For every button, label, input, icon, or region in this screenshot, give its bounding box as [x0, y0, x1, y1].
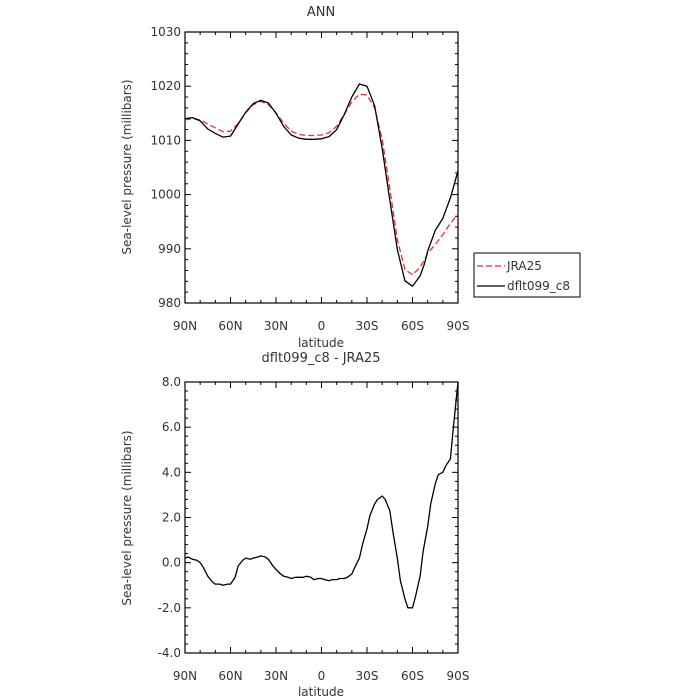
bottom-chart: dflt099_c8 - JRA25 -4.0 -2.0 0.0 2.0 4.0 6.0 8…	[120, 351, 469, 699]
bottom-chart-x-tick-label: 30N	[264, 669, 288, 683]
bottom-chart-series-line-difference-0	[184, 381, 459, 609]
bottom-chart-y-tick-label: 4.0	[162, 465, 181, 479]
bottom-chart-plot-frame	[184, 381, 459, 654]
top-chart-x-axis-label: latitude	[298, 336, 344, 350]
bottom-chart-x-axis-label: latitude	[298, 685, 344, 699]
bottom-chart-x-axis: 90N 60N 30N 0 30S 60S 90S	[173, 382, 470, 683]
bottom-chart-y-axis: -4.0 -2.0 0.0 2.0 4.0 6.0 8.0	[158, 375, 458, 660]
bottom-chart-title: dflt099_c8 - JRA25	[262, 351, 381, 366]
top-chart-series-line-jra25	[184, 93, 459, 276]
top-chart-y-tick-label: 1020	[150, 79, 181, 93]
top-chart-plot-frame	[184, 31, 459, 304]
top-chart-legend: JRA25 dflt099_c8	[473, 252, 581, 298]
top-chart-y-tick-label: 1010	[150, 133, 181, 147]
legend-label-dflt099-c8: dflt099_c8	[507, 279, 570, 293]
bottom-chart-y-tick-label: -2.0	[158, 601, 181, 615]
top-chart-y-tick-label: 980	[158, 296, 181, 310]
top-chart-y-axis-label: Sea-level pressure (millibars)	[120, 79, 134, 254]
bottom-chart-y-tick-label: 8.0	[162, 375, 181, 389]
bottom-chart-x-tick-label: 90N	[173, 669, 197, 683]
top-chart-x-tick-label: 60N	[218, 319, 242, 333]
bottom-chart-x-tick-label: 0	[318, 669, 326, 683]
legend-label-jra25: JRA25	[506, 259, 542, 273]
top-chart-y-tick-label: 1000	[150, 188, 181, 202]
top-chart-x-tick-label: 90S	[447, 319, 470, 333]
bottom-chart-y-tick-label: 0.0	[162, 556, 181, 570]
top-chart: ANN 980 990 1000 1010 1020 1030 90N 60N 30N 0 30S…	[120, 5, 581, 350]
bottom-chart-x-tick-label: 30S	[356, 669, 379, 683]
top-chart-x-axis: 90N 60N 30N 0 30S 60S 90S	[173, 32, 470, 333]
top-chart-series-group	[184, 83, 459, 287]
top-chart-x-tick-label: 90N	[173, 319, 197, 333]
bottom-chart-y-tick-label: 6.0	[162, 420, 181, 434]
bottom-chart-x-tick-label: 60N	[218, 669, 242, 683]
top-chart-x-tick-label: 30S	[356, 319, 379, 333]
top-chart-y-tick-label: 990	[158, 242, 181, 256]
bottom-chart-x-tick-label: 90S	[447, 669, 470, 683]
bottom-chart-y-tick-label: 2.0	[162, 511, 181, 525]
bottom-chart-y-tick-label: -4.0	[158, 646, 181, 660]
top-chart-y-tick-label: 1030	[150, 25, 181, 39]
top-chart-x-tick-label: 0	[318, 319, 326, 333]
top-chart-y-axis: 980 990 1000 1010 1020 1030	[150, 25, 458, 310]
bottom-chart-x-tick-label: 60S	[401, 669, 424, 683]
top-chart-series-line-dflt099-c8	[184, 83, 459, 287]
legend-box	[473, 252, 581, 298]
bottom-chart-y-axis-label: Sea-level pressure (millibars)	[120, 430, 134, 605]
top-chart-title: ANN	[307, 5, 335, 20]
top-chart-x-tick-label: 60S	[401, 319, 424, 333]
top-chart-x-tick-label: 30N	[264, 319, 288, 333]
bottom-chart-series-group	[184, 381, 459, 609]
